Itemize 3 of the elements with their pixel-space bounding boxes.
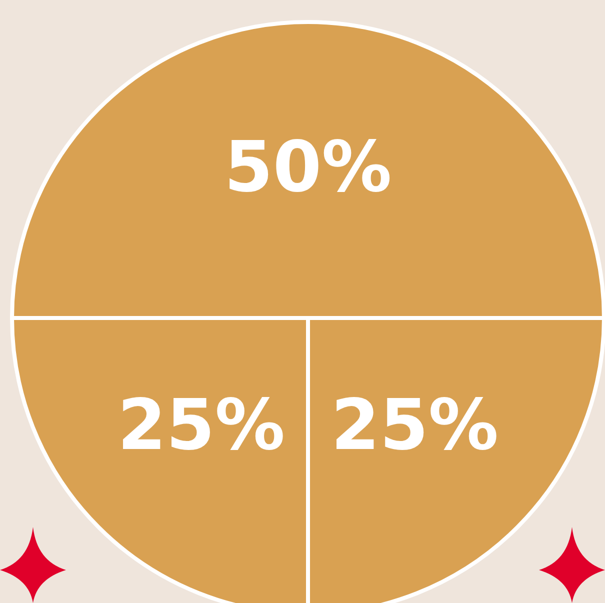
data-label: 25%	[330, 384, 499, 466]
data-label: 25%	[117, 384, 286, 466]
data-label: 50%	[224, 126, 392, 208]
